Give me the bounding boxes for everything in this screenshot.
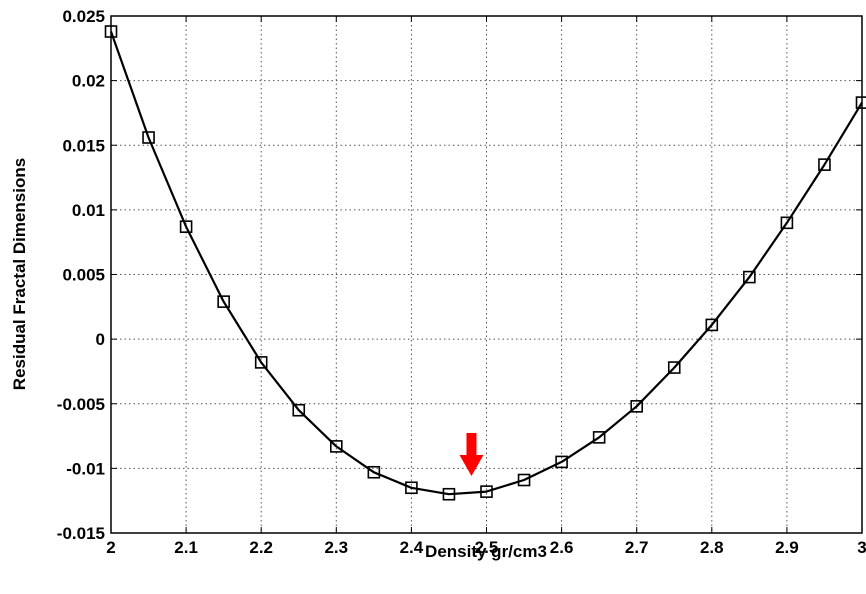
y-axis-title: Residual Fractal Dimensions <box>10 158 29 390</box>
data-point-marker <box>630 400 644 413</box>
data-point-marker <box>442 487 456 501</box>
data-point-marker <box>667 361 681 374</box>
x-tick-label: 2.7 <box>625 538 649 557</box>
y-tick-label: 0 <box>96 330 105 349</box>
x-tick-label: 2.8 <box>700 538 724 557</box>
y-tick-label: 0.025 <box>62 7 105 26</box>
annotation-layer <box>459 433 484 476</box>
data-point-marker <box>480 485 493 498</box>
x-tick-label: 2.2 <box>249 538 273 557</box>
series-line-layer <box>109 31 863 496</box>
x-tick-label: 2.1 <box>174 538 198 557</box>
y-tick-label: -0.005 <box>57 395 105 414</box>
x-tick-label: 2.4 <box>400 538 424 557</box>
data-point-marker <box>179 220 193 233</box>
y-tick-label: 0.01 <box>72 201 105 220</box>
data-point-marker <box>743 270 756 284</box>
y-tick-label: 0.02 <box>72 72 105 91</box>
data-point-marker <box>818 158 831 171</box>
data-point-marker <box>142 131 155 144</box>
data-point-marker <box>217 295 230 308</box>
data-point-marker <box>367 465 381 479</box>
data-point-marker <box>705 318 719 332</box>
data-point-marker <box>780 216 794 230</box>
series-markers <box>104 25 866 501</box>
x-axis-title: Density gr/cm3 <box>425 542 547 561</box>
data-point-marker <box>292 403 306 417</box>
y-tick-label: 0.005 <box>62 266 105 285</box>
data-point-marker <box>592 431 606 444</box>
x-tick-label: 2.5 <box>475 538 499 557</box>
data-point-marker <box>555 455 568 469</box>
axis-ticks: 2 2.1 2.2 2.3 2.4 2.5 2.6 2.7 2.8 2.9 3 0.025 0.02 0.… <box>57 7 866 557</box>
x-tick-label: 2.9 <box>775 538 799 557</box>
x-tick-label: 2 <box>106 538 115 557</box>
data-point-marker <box>405 481 418 495</box>
data-point-marker <box>329 440 343 453</box>
x-tick-label: 2.6 <box>550 538 574 557</box>
data-point-marker <box>254 356 268 369</box>
series-line <box>109 31 863 496</box>
x-tick-label: 2.3 <box>324 538 348 557</box>
y-tick-label: -0.015 <box>57 524 105 543</box>
data-point-marker <box>517 473 531 487</box>
x-tick-label: 3 <box>857 538 866 557</box>
grid-lines <box>111 16 862 533</box>
y-tick-label: 0.015 <box>62 136 105 155</box>
y-tick-label: -0.01 <box>66 459 105 478</box>
red-arrow-icon <box>459 433 484 476</box>
